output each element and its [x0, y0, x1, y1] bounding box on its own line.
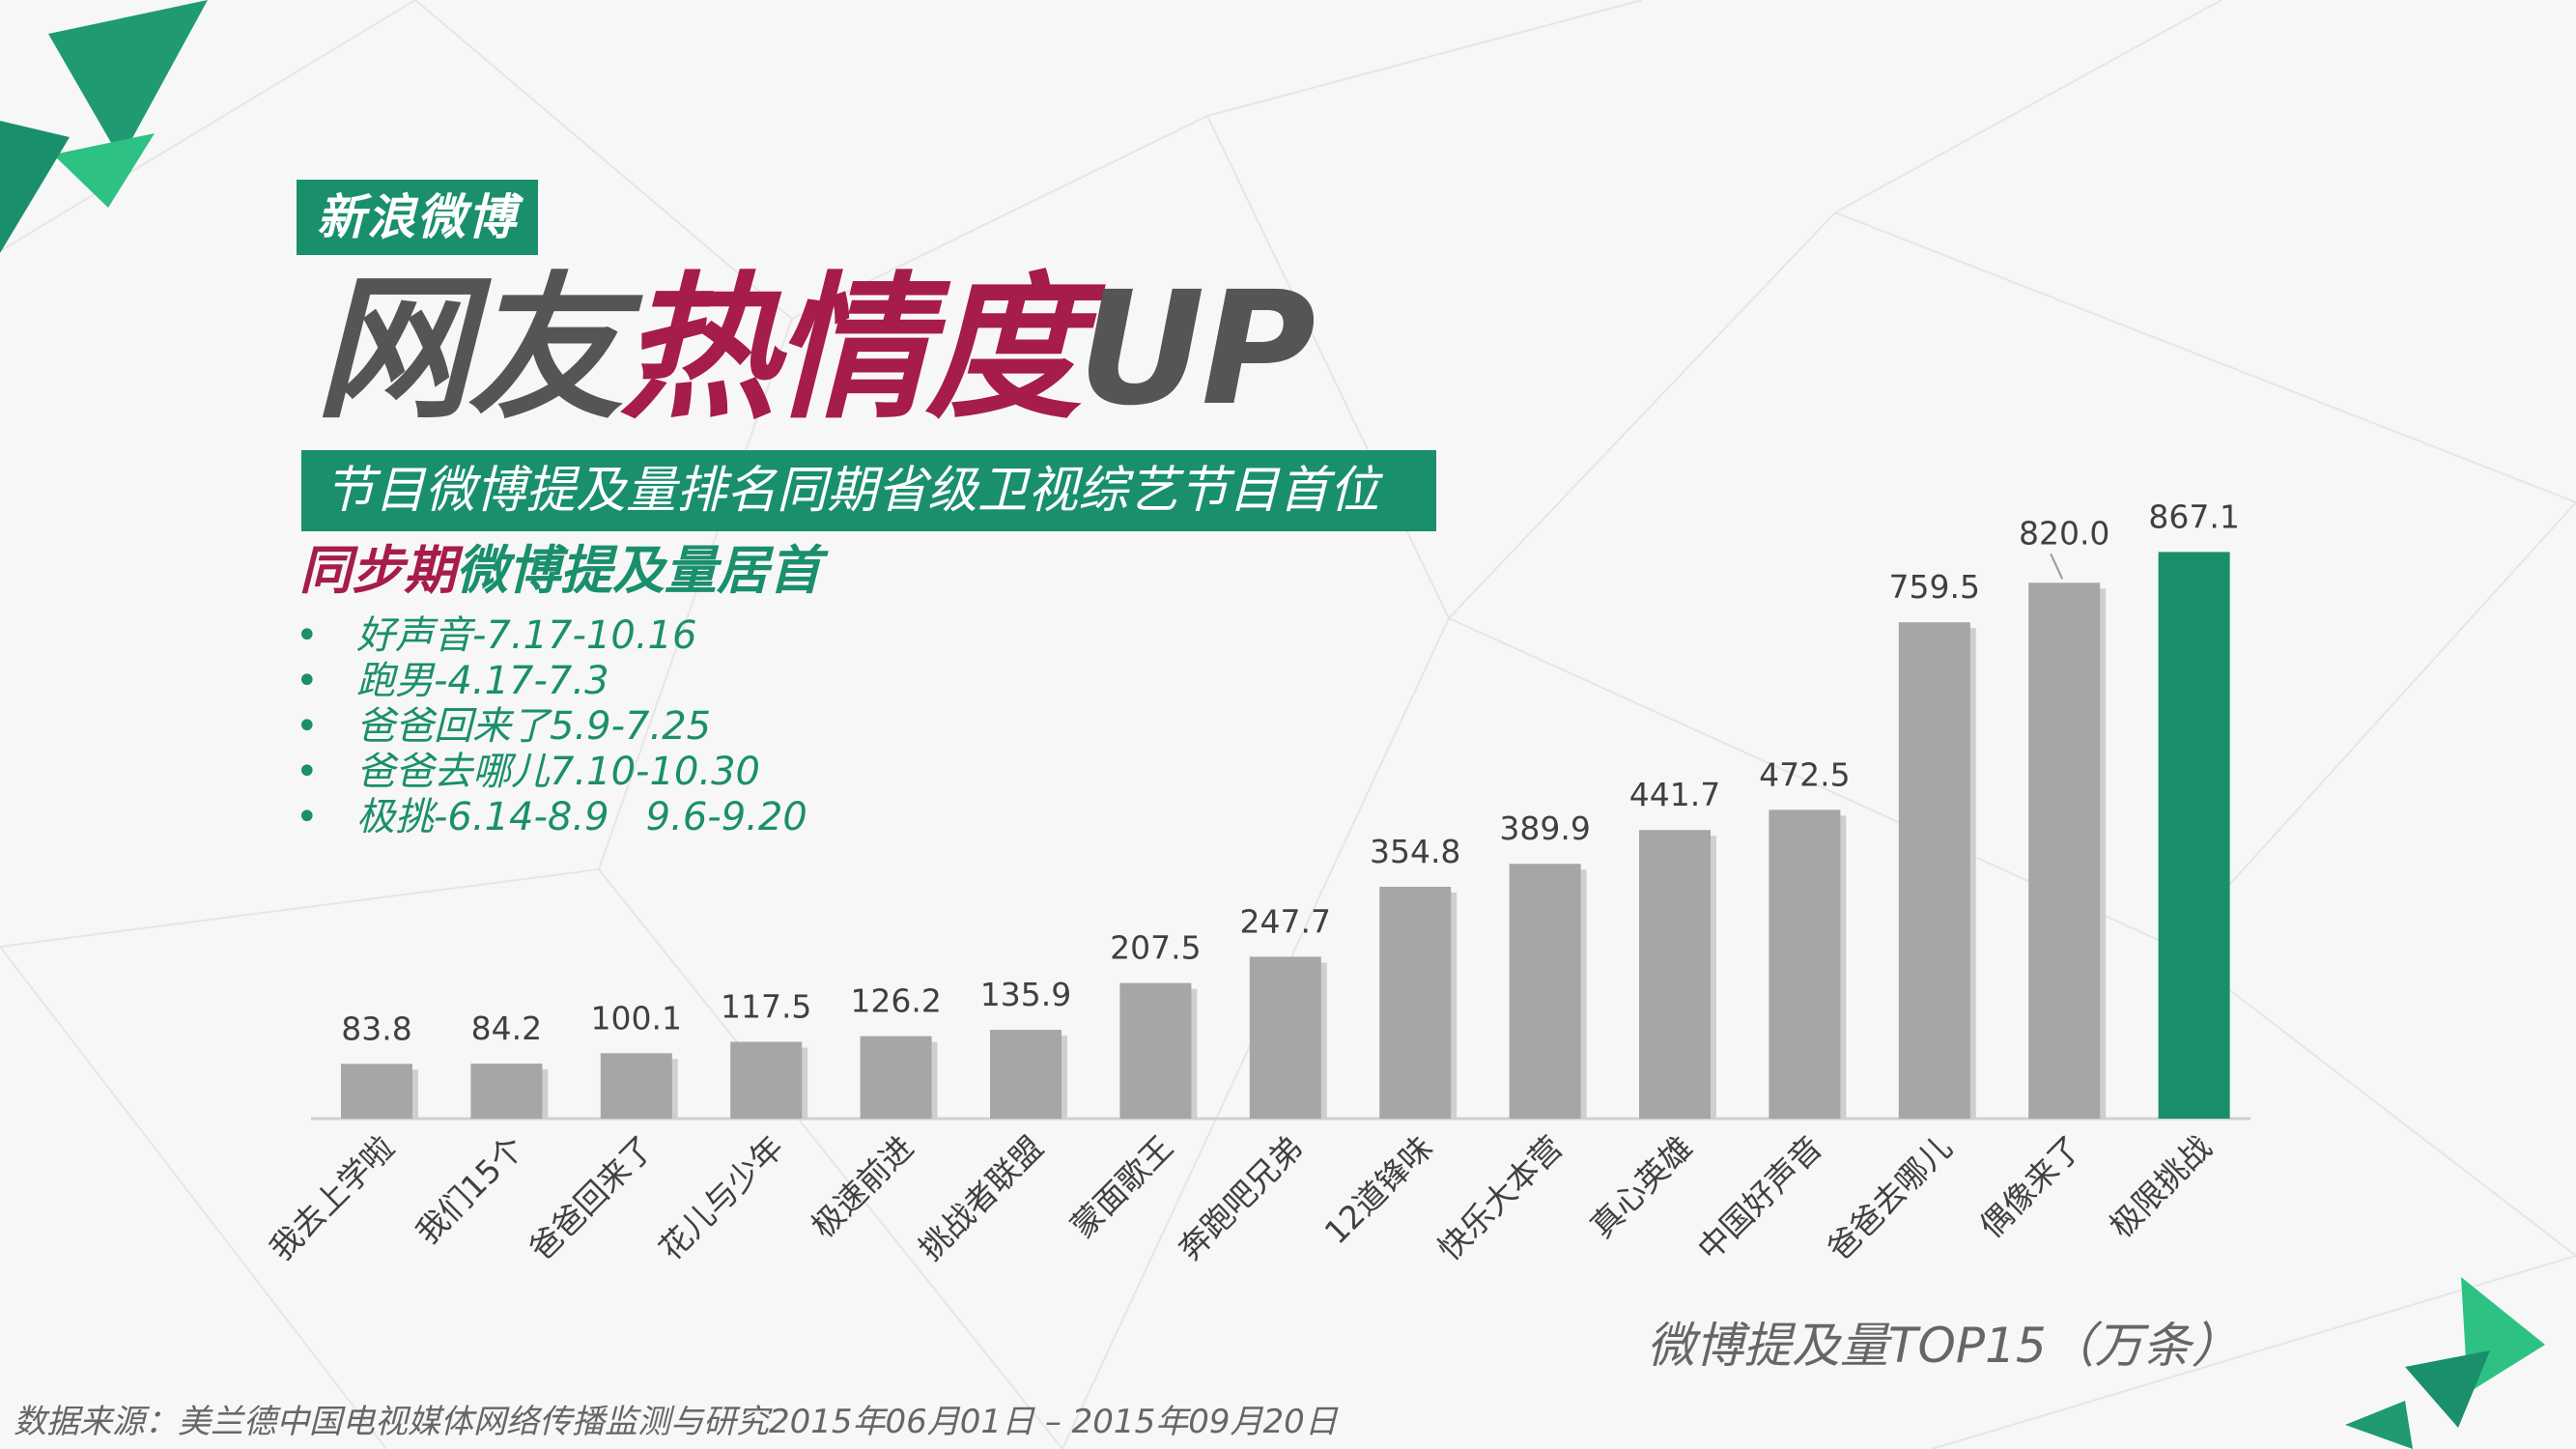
corner-triangle-br-2 [2405, 1350, 2490, 1428]
data-source-note: 数据来源：美兰德中国电视媒体网络传播监测与研究2015年06月01日 – 201… [14, 1403, 1338, 1441]
headline-part-1: 网友 [315, 259, 624, 440]
period-item: • 爸爸回来了5.9-7.25 [296, 704, 807, 750]
category-label: 12道锋味 [1317, 1128, 1440, 1251]
data-label: 441.7 [1629, 776, 1720, 813]
chart-title: 微博提及量TOP15（万条） [1647, 1318, 2240, 1374]
period-list: • 好声音-7.17-10.16 • 跑男-4.17-7.3 • 爸爸回来了5.9-7… [296, 613, 807, 840]
bar-14 [2028, 582, 2101, 1119]
bullet-icon: • [296, 613, 319, 658]
bar-9 [1379, 886, 1452, 1119]
period-item: • 好声音-7.17-10.16 [296, 613, 807, 659]
bar-5 [860, 1036, 932, 1119]
brand-badge: 新浪微博 [297, 180, 538, 255]
corner-triangle-br-3 [2345, 1401, 2413, 1449]
category-label: 偶像来了 [1972, 1128, 2089, 1245]
data-label: 135.9 [980, 976, 1071, 1013]
period-item: • 爸爸去哪儿7.10-10.30 [296, 750, 807, 795]
bar-12 [1769, 810, 1841, 1119]
bullet-icon: • [296, 659, 319, 703]
corner-triangle-large [48, 0, 208, 159]
headline-part-2: 热情度 [620, 259, 1082, 440]
bar-6 [990, 1030, 1062, 1119]
bar-2 [470, 1064, 543, 1119]
category-label: 蒙面歌王 [1063, 1128, 1180, 1245]
category-label: 快乐大本营 [1430, 1128, 1570, 1267]
data-label: 472.5 [1759, 755, 1850, 793]
bullet-icon: • [296, 704, 319, 749]
sync-heading-red: 同步期 [299, 540, 456, 601]
sync-heading: 同步期微博提及量居首 [299, 534, 821, 608]
period-item: • 跑男-4.17-7.3 [296, 659, 807, 704]
bar-4 [730, 1041, 803, 1119]
bar-8 [1249, 956, 1321, 1119]
period-text: 好声音-7.17-10.16 [356, 613, 697, 658]
category-label: 极限挑战 [2102, 1128, 2219, 1245]
category-label: 中国好声音 [1690, 1128, 1829, 1267]
headline-part-3: UP [1078, 259, 1316, 440]
category-label: 我去上学啦 [262, 1128, 401, 1267]
data-label: 759.5 [1889, 568, 1980, 606]
bar-13 [1898, 622, 1970, 1119]
data-label: 83.8 [341, 1009, 411, 1047]
subtitle-bar: 节目微博提及量排名同期省级卫视综艺节目首位 [301, 450, 1436, 531]
data-label: 354.8 [1370, 833, 1460, 870]
period-text: 跑男-4.17-7.3 [356, 659, 609, 703]
category-label: 极速前进 [804, 1128, 920, 1245]
bullet-icon: • [296, 795, 319, 839]
leader-line [2050, 553, 2064, 580]
headline: 网友热情度UP [315, 253, 1316, 446]
bullet-icon: • [296, 750, 319, 794]
bar-10 [1509, 864, 1581, 1119]
data-label: 820.0 [2019, 514, 2109, 552]
category-label: 爸爸去哪儿 [1820, 1128, 1959, 1267]
category-label: 挑战者联盟 [911, 1128, 1050, 1267]
category-label: 花儿与少年 [652, 1128, 791, 1267]
sync-heading-green: 微博提及量居首 [456, 540, 821, 601]
category-label: 真心英雄 [1583, 1128, 1700, 1245]
category-label: 我们15个 [409, 1128, 531, 1251]
data-label: 100.1 [591, 999, 682, 1037]
bar-11 [1639, 830, 1711, 1119]
period-item: • 极挑-6.14-8.9 9.6-9.20 [296, 795, 807, 840]
data-label: 207.5 [1110, 929, 1201, 967]
corner-triangle-small [53, 133, 155, 208]
bar-3 [600, 1053, 672, 1119]
data-label: 126.2 [850, 982, 941, 1020]
bar-7 [1119, 982, 1192, 1119]
bar-1 [341, 1064, 412, 1119]
period-text: 极挑-6.14-8.9 9.6-9.20 [356, 795, 807, 839]
period-text: 爸爸去哪儿7.10-10.30 [356, 750, 761, 794]
data-label: 117.5 [721, 988, 811, 1026]
data-label: 84.2 [471, 1009, 542, 1047]
period-text: 爸爸回来了5.9-7.25 [356, 704, 712, 749]
category-label: 奔跑吧兄弟 [1171, 1128, 1310, 1267]
data-label: 867.1 [2148, 497, 2239, 535]
category-label: 爸爸回来了 [522, 1128, 661, 1267]
bar-15 [2158, 552, 2230, 1119]
corner-triangle-left [0, 121, 70, 253]
data-label: 389.9 [1499, 810, 1590, 847]
data-label: 247.7 [1240, 902, 1331, 940]
